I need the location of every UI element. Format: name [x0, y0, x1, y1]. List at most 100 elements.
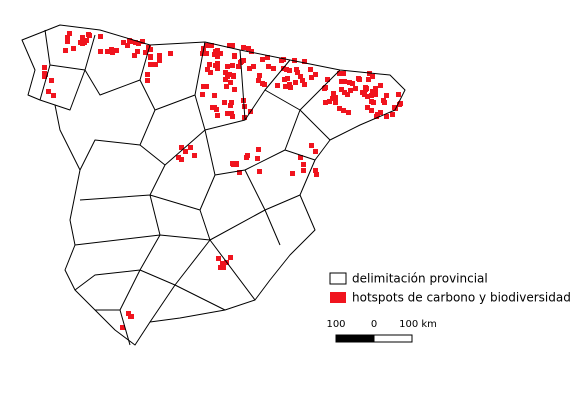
- hotspot: [133, 40, 138, 45]
- hotspot: [294, 67, 299, 72]
- hotspot: [230, 63, 235, 68]
- hotspot: [145, 72, 150, 77]
- hotspot: [208, 70, 213, 75]
- hotspot: [301, 168, 306, 173]
- hotspot: [367, 71, 372, 76]
- hotspot: [365, 94, 370, 99]
- hotspot: [168, 51, 173, 56]
- hotspot: [223, 77, 228, 82]
- hotspot: [204, 84, 209, 89]
- hotspot: [257, 169, 262, 174]
- hotspot: [241, 45, 246, 50]
- hotspot: [287, 68, 292, 73]
- hotspot: [256, 78, 261, 83]
- hotspot: [209, 43, 214, 48]
- hotspot: [229, 111, 234, 116]
- scale-bar-black: [335, 334, 375, 343]
- hotspot: [390, 112, 395, 117]
- hotspot: [212, 105, 217, 110]
- hotspot: [179, 145, 184, 150]
- hotspot: [333, 100, 338, 105]
- hotspot: [51, 93, 56, 98]
- hotspot: [228, 103, 233, 108]
- hotspot: [257, 73, 262, 78]
- hotspot: [363, 85, 368, 90]
- hotspot: [222, 100, 227, 105]
- hotspot: [396, 92, 401, 97]
- hotspot: [341, 108, 346, 113]
- hotspot: [309, 143, 314, 148]
- hotspot: [225, 111, 230, 116]
- scale-label: 100: [326, 319, 345, 330]
- hotspot: [204, 43, 209, 48]
- hotspot: [231, 162, 236, 167]
- hotspot: [148, 47, 153, 52]
- hotspot: [309, 75, 314, 80]
- hotspot: [247, 66, 252, 71]
- hotspot: [260, 57, 265, 62]
- hotspot: [301, 162, 306, 167]
- hotspot: [46, 89, 51, 94]
- hotspot: [265, 55, 270, 60]
- hotspot: [205, 67, 210, 72]
- hotspot: [370, 89, 375, 94]
- hotspot: [121, 40, 126, 45]
- hotspot: [157, 53, 162, 58]
- hotspot: [231, 73, 236, 78]
- hotspot: [284, 67, 289, 72]
- hotspot: [384, 114, 389, 119]
- legend-swatch-hotspot: [330, 292, 346, 303]
- hotspot: [370, 74, 375, 79]
- hotspot: [204, 51, 209, 56]
- hotspot: [109, 47, 114, 52]
- hotspot: [373, 92, 378, 97]
- hotspot: [338, 71, 343, 76]
- hotspot: [110, 50, 115, 55]
- hotspot: [341, 71, 346, 76]
- hotspot: [244, 155, 249, 160]
- hotspot: [192, 153, 197, 158]
- hotspot: [183, 149, 188, 154]
- hotspot: [313, 149, 318, 154]
- hotspot: [342, 79, 347, 84]
- hotspot: [298, 155, 303, 160]
- hotspot: [114, 48, 119, 53]
- hotspot: [213, 49, 218, 54]
- hotspot: [148, 62, 153, 67]
- hotspot: [213, 63, 218, 68]
- hotspot: [373, 86, 378, 91]
- hotspot: [98, 34, 103, 39]
- country-outline: [21, 24, 406, 346]
- hotspot: [230, 43, 235, 48]
- hotspot: [330, 96, 335, 101]
- hotspot: [239, 59, 244, 64]
- hotspot: [285, 76, 290, 81]
- hotspot: [342, 90, 347, 95]
- hotspot: [362, 92, 367, 97]
- hotspot: [215, 113, 220, 118]
- hotspot: [228, 80, 233, 85]
- hotspot: [80, 35, 85, 40]
- hotspot: [145, 78, 150, 83]
- hotspot: [314, 172, 319, 177]
- hotspot: [322, 86, 327, 91]
- hotspot: [212, 93, 217, 98]
- hotspot: [218, 265, 223, 270]
- hotspot: [283, 84, 288, 89]
- hotspot: [249, 49, 254, 54]
- hotspot: [369, 108, 374, 113]
- hotspot: [179, 157, 184, 162]
- hotspot: [67, 31, 72, 36]
- legend-label: hotspots de carbono y biodiversidad: [352, 291, 571, 305]
- hotspot: [125, 43, 130, 48]
- hotspot: [282, 77, 287, 82]
- scale-label: 0: [371, 319, 377, 330]
- hotspot: [374, 114, 379, 119]
- hotspot: [200, 92, 205, 97]
- hotspot: [313, 72, 318, 77]
- hotspot: [357, 77, 362, 82]
- hotspot: [128, 39, 133, 44]
- hotspot: [225, 64, 230, 69]
- hotspot: [325, 77, 330, 82]
- hotspot: [126, 311, 131, 316]
